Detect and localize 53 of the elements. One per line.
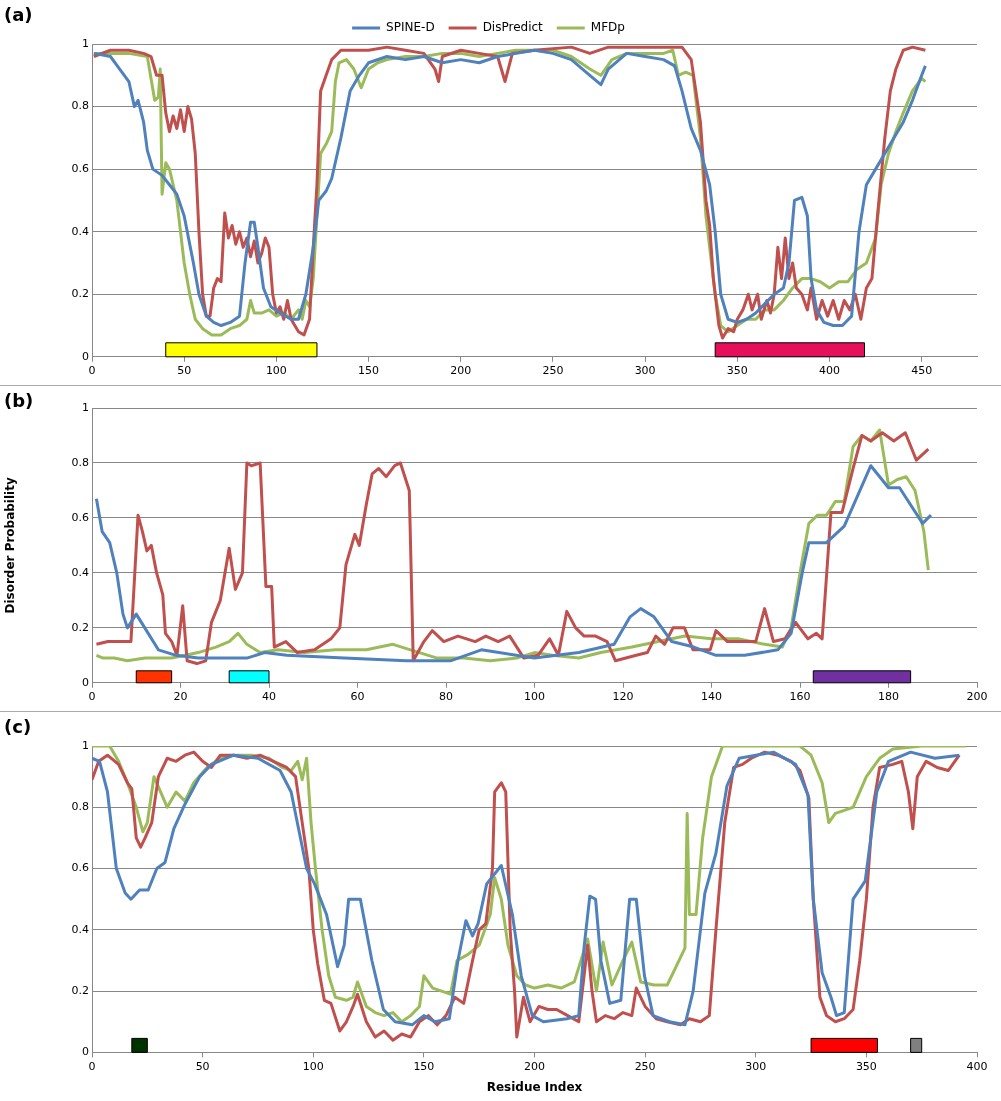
- chart-title: (b): [4, 390, 34, 411]
- y-tick-label: 0.8: [71, 800, 89, 814]
- x-tick-label: 150: [358, 364, 380, 378]
- y-tick-label: 0: [82, 1045, 89, 1059]
- x-tick-label: 160: [789, 690, 811, 704]
- x-tick-label: 250: [634, 1059, 656, 1073]
- y-tick-label: 0.2: [71, 287, 89, 301]
- x-tick-label: 300: [634, 364, 656, 378]
- y-tick-label: 1: [82, 400, 89, 414]
- x-tick-label: 200: [524, 1059, 545, 1073]
- x-tick-label: 100: [265, 364, 287, 378]
- x-tick-label: 400: [819, 364, 840, 378]
- x-tick-label: 300: [745, 1059, 767, 1073]
- x-tick-label: 120: [612, 690, 634, 704]
- x-tick-label: 20: [173, 690, 188, 704]
- x-tick-label: 180: [878, 690, 899, 704]
- x-tick-label: 100: [302, 1059, 324, 1073]
- x-tick-label: 140: [701, 690, 722, 704]
- chart-title: (c): [4, 716, 32, 737]
- x-tick-label: 40: [262, 690, 276, 704]
- x-tick-label: 150: [413, 1059, 435, 1073]
- x-tick-label: 350: [726, 364, 748, 378]
- y-tick-label: 0.6: [71, 161, 89, 175]
- y-tick-label: 0.6: [71, 861, 89, 875]
- x-tick-label: 50: [195, 1059, 210, 1073]
- y-tick-label: 1: [82, 738, 89, 752]
- legend-label: DisPredict: [482, 20, 544, 35]
- x-tick-label: 400: [966, 1059, 988, 1073]
- x-tick-label: 250: [542, 364, 564, 378]
- y-tick-label: 0.4: [71, 565, 89, 579]
- x-tick-label: 80: [439, 690, 453, 704]
- y-tick-label: 0: [82, 349, 89, 363]
- y-tick-label: 0.4: [71, 224, 89, 238]
- y-tick-label: 0.2: [71, 620, 89, 634]
- y-axis-title: Disorder Probability: [3, 477, 18, 614]
- legend-label: MFDp: [590, 20, 625, 35]
- y-tick-label: 0.6: [71, 510, 89, 524]
- x-tick-label: 50: [177, 364, 192, 378]
- x-tick-label: 60: [350, 690, 365, 704]
- x-tick-label: 350: [855, 1059, 877, 1073]
- x-axis-title: Residue Index: [486, 1079, 583, 1094]
- x-tick-label: 100: [524, 690, 545, 704]
- y-tick-label: 0.2: [71, 983, 89, 997]
- chart-title: (a): [4, 4, 33, 25]
- y-tick-label: 1: [82, 36, 89, 50]
- y-tick-label: 0.8: [71, 455, 89, 469]
- y-tick-label: 0.8: [71, 99, 89, 113]
- legend-label: SPINE-D: [386, 20, 435, 35]
- x-tick-label: 450: [911, 364, 933, 378]
- y-tick-label: 0: [82, 675, 89, 689]
- y-tick-label: 0.4: [71, 922, 89, 936]
- x-tick-label: 200: [966, 690, 988, 704]
- x-tick-label: 200: [450, 364, 472, 378]
